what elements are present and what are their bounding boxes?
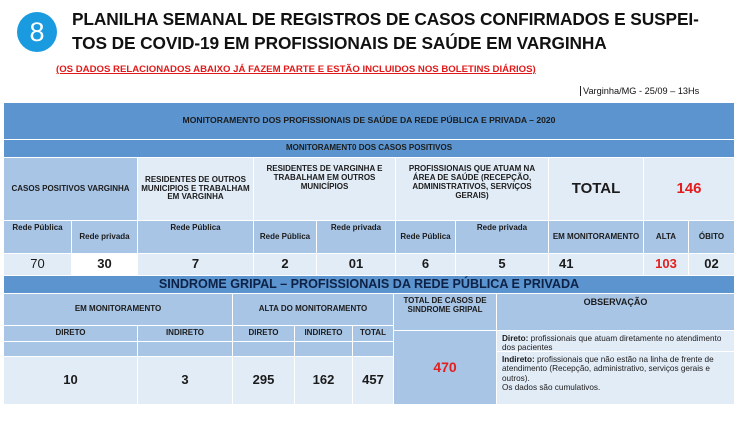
sg-value-direto: 10 <box>4 357 137 404</box>
col-em-monitoramento: EM MONITORAMENTO <box>549 221 643 253</box>
col-alta: ALTA <box>644 221 688 253</box>
sg-spacer <box>233 342 294 356</box>
sg-spacer <box>4 342 137 356</box>
page-title: PLANILHA SEMANAL DE REGISTROS DE CASOS C… <box>72 7 722 55</box>
obs-direto: Direto: profissionais que atuam diretame… <box>497 331 734 353</box>
sg-spacer <box>353 342 393 356</box>
sg-spacer <box>138 342 232 356</box>
col-rede-privada: Rede privada <box>317 221 395 253</box>
sg-direto: DIRETO <box>4 326 137 341</box>
title-line-2: TOS DE COVID-19 EM PROFISSIONAIS DE SAÚD… <box>72 33 607 53</box>
obs-direto-label: Direto: <box>502 334 529 343</box>
value-cell: 02 <box>689 254 734 275</box>
value-cell: 6 <box>396 254 455 275</box>
sg-value-total: 470 <box>394 331 496 404</box>
group-residentes-varginha: RESIDENTES DE VARGINHA E TRABALHAM EM OU… <box>254 158 395 220</box>
value-cell: 2 <box>254 254 316 275</box>
total-value: 146 <box>644 158 734 220</box>
value-cell: 30 <box>72 254 137 275</box>
group-profissionais: PROFISSIONAIS QUE ATUAM NA ÁREA DE SAÚDE… <box>396 158 548 220</box>
col-rede-publica: Rede Pública <box>396 221 455 253</box>
sg-alta-direto: DIRETO <box>233 326 294 341</box>
title-line-1: PLANILHA SEMANAL DE REGISTROS DE CASOS C… <box>72 9 699 29</box>
sg-value-alta-total: 457 <box>353 357 393 404</box>
monitoring-table: MONITORAMENTO DOS PROFISSIONAIS DE SAÚDE… <box>4 103 734 404</box>
positive-cases-subheader: MONITORAMENT0 DOS CASOS POSITIVOS <box>4 140 734 157</box>
obs-cumulativo: Os dados são cumulativos. <box>502 383 601 393</box>
obs-indireto-label: Indireto: <box>502 355 535 364</box>
value-cell: 01 <box>317 254 395 275</box>
value-cell: 7 <box>138 254 253 275</box>
col-rede-publica: Rede Pública <box>4 221 71 253</box>
table-header: MONITORAMENTO DOS PROFISSIONAIS DE SAÚDE… <box>4 103 734 139</box>
col-obito: ÓBITO <box>689 221 734 253</box>
col-rede-publica: Rede Pública <box>254 221 316 253</box>
sg-value-alta-indireto: 162 <box>295 357 352 404</box>
sg-alta-total: TOTAL <box>353 326 393 341</box>
value-cell: 103 <box>644 254 688 275</box>
sg-alta-indireto: INDIRETO <box>295 326 352 341</box>
sg-total-casos-header: TOTAL DE CASOS DE SINDROME GRIPAL <box>394 294 496 330</box>
total-label: TOTAL <box>549 158 643 220</box>
group-casos-positivos: CASOS POSITIVOS VARGINHA <box>4 158 137 220</box>
value-cell: 70 <box>4 254 71 275</box>
sg-value-indireto: 3 <box>138 357 232 404</box>
col-rede-publica: Rede Pública <box>138 221 253 253</box>
date-stamp: Varginha/MG - 25/09 – 13Hs <box>580 86 699 96</box>
sindrome-gripal-title: SINDROME GRIPAL – PROFISSIONAIS DA REDE … <box>4 276 734 293</box>
col-rede-privada: Rede privada <box>72 221 137 253</box>
obs-indireto: Indireto: profissionais que não estão na… <box>497 352 734 404</box>
sg-observacao-header: OBSERVAÇÃO <box>497 294 734 330</box>
group-residentes-outros: RESIDENTES DE OUTROS MUNICIPIOS E TRABAL… <box>138 158 253 220</box>
value-cell: 41 <box>549 254 643 275</box>
obs-direto-text: profissionais que atuam diretamente no a… <box>502 334 722 353</box>
section-number-badge: 8 <box>17 12 57 52</box>
col-rede-privada: Rede privada <box>456 221 548 253</box>
value-cell: 5 <box>456 254 548 275</box>
sg-value-alta-direto: 295 <box>233 357 294 404</box>
sg-spacer <box>295 342 352 356</box>
sg-indireto: INDIRETO <box>138 326 232 341</box>
disclaimer-note: (OS DADOS RELACIONADOS ABAIXO JÁ FAZEM P… <box>56 64 536 75</box>
sg-alta-monitoramento: ALTA DO MONITORAMENTO <box>233 294 393 325</box>
sg-em-monitoramento: EM MONITORAMENTO <box>4 294 232 325</box>
obs-indireto-text: profissionais que não estão na linha de … <box>502 355 714 383</box>
